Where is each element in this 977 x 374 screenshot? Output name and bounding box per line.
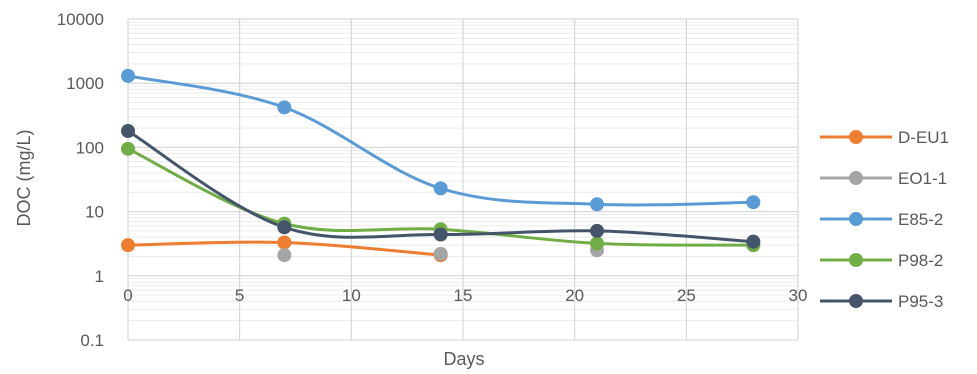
data-point-p98-2 <box>590 236 604 251</box>
x-tick-labels: 0 5 10 15 20 25 30 <box>123 286 807 305</box>
x-tick-label: 10 <box>342 286 361 305</box>
legend: D-EU1 EO1-1 E85-2 P98-2 P95-3 <box>820 128 949 311</box>
y-tick-label: 10000 <box>57 10 104 29</box>
data-point-p95-3 <box>746 234 761 249</box>
data-point-eo1-1 <box>277 248 292 263</box>
data-point-e85-2 <box>590 197 604 212</box>
data-point-p95-3 <box>590 223 604 238</box>
data-point-e85-2 <box>433 181 448 196</box>
data-point-d-eu1 <box>121 238 135 253</box>
data-point-eo1-1 <box>433 246 448 261</box>
legend-label-e85-2: E85-2 <box>898 210 943 229</box>
x-tick-label: 30 <box>789 286 808 305</box>
data-point-e85-2 <box>746 195 761 210</box>
data-point-e85-2 <box>277 100 292 115</box>
y-tick-label: 1 <box>95 267 104 286</box>
legend-marker-eo1-1 <box>849 171 863 185</box>
data-point-p95-3 <box>433 227 448 242</box>
legend-marker-d-eu1 <box>849 130 863 144</box>
x-tick-label: 25 <box>677 286 696 305</box>
legend-marker-e85-2 <box>849 212 863 226</box>
y-tick-label: 1000 <box>66 74 104 93</box>
data-point-e85-2 <box>121 68 135 83</box>
y-tick-label: 0.1 <box>80 331 104 350</box>
data-point-d-eu1 <box>277 235 292 250</box>
x-tick-label: 5 <box>235 286 244 305</box>
legend-label-eo1-1: EO1-1 <box>898 169 947 188</box>
legend-label-p95-3: P95-3 <box>898 292 943 311</box>
x-tick-label: 20 <box>565 286 584 305</box>
legend-marker-p95-3 <box>849 294 863 308</box>
y-axis-title: DOC (mg/L) <box>14 129 34 226</box>
y-tick-labels: 0.1 1 10 100 1000 10000 <box>57 10 104 350</box>
x-tick-label: 0 <box>123 286 132 305</box>
data-point-p98-2 <box>121 141 135 156</box>
x-axis-title: Days <box>443 349 484 369</box>
legend-label-d-eu1: D-EU1 <box>898 128 949 147</box>
data-point-p95-3 <box>277 220 292 235</box>
legend-label-p98-2: P98-2 <box>898 251 943 270</box>
data-point-p95-3 <box>121 124 135 139</box>
y-tick-label: 10 <box>85 203 104 222</box>
series-points <box>121 68 761 263</box>
x-tick-label: 15 <box>454 286 473 305</box>
legend-marker-p98-2 <box>849 253 863 267</box>
major-gridlines <box>127 18 799 341</box>
y-tick-label: 100 <box>76 138 104 157</box>
